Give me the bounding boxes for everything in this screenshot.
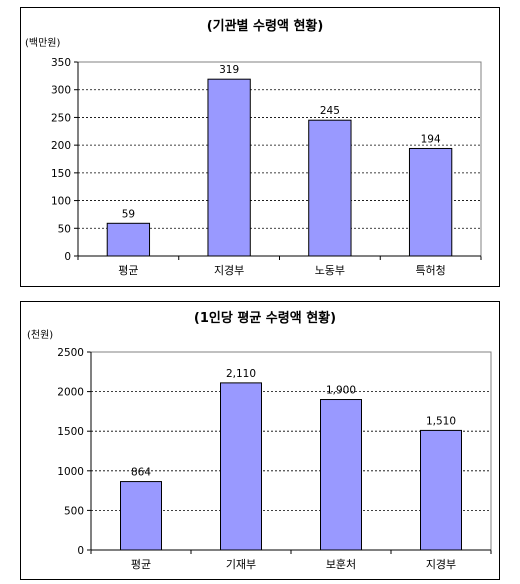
bar <box>320 399 362 551</box>
data-label: 194 <box>421 133 441 145</box>
bar <box>106 222 151 257</box>
category-label: 평균 <box>118 264 138 277</box>
data-label: 864 <box>131 467 151 479</box>
chart-2-categories: 평균 기재부 보훈처 지경부 <box>131 558 456 571</box>
chart-2-svg: (1인당 평균 수령액 현황) (천원) 8642,1101,9001,510 … <box>27 310 492 571</box>
y-tick-label: 1500 <box>57 426 84 438</box>
category-label: 지경부 <box>214 264 244 277</box>
y-tick-label: 350 <box>51 57 71 69</box>
y-tick-label: 2500 <box>57 347 84 359</box>
category-label: 특허청 <box>415 264 445 277</box>
bar <box>120 481 162 551</box>
y-tick-label: 150 <box>51 168 71 180</box>
y-tick-label: 100 <box>51 196 71 208</box>
data-label: 245 <box>320 105 340 117</box>
data-label: 319 <box>219 64 239 76</box>
bar <box>420 429 462 551</box>
chart-1-title: (기관별 수령액 현황) <box>207 18 324 34</box>
data-label: 59 <box>122 208 135 220</box>
bar <box>207 78 251 257</box>
data-label: 1,900 <box>326 385 356 397</box>
chart-panel-1: (기관별 수령액 현황) (백만원) 59 319 245 194 0 50 100 150… <box>20 7 500 287</box>
y-tick-label: 500 <box>64 505 84 517</box>
chart-1-unit-label: (백만원) <box>25 37 61 49</box>
chart-2-title: (1인당 평균 수령액 현황) <box>194 310 336 326</box>
y-tick-label: 50 <box>58 223 71 235</box>
chart-1-data-labels: 59 319 245 194 <box>122 64 441 220</box>
y-tick-label: 300 <box>51 85 71 97</box>
bar <box>308 119 352 257</box>
chart-panel-2: (1인당 평균 수령액 현황) (천원) 864 2,110 1,900 1,510 … <box>20 301 500 580</box>
y-tick-label: 0 <box>77 545 84 557</box>
chart-1-bars <box>106 78 453 257</box>
chart-1-categories: 평균 지경부 노동부 특허청 <box>118 264 446 277</box>
category-label: 지경부 <box>426 558 456 571</box>
category-label: 기재부 <box>226 558 256 571</box>
chart-1-y-ticks: 0 50 100 150 200 250 300 350 <box>51 57 78 263</box>
chart-1-axes <box>77 61 482 260</box>
y-tick-label: 250 <box>51 112 71 124</box>
category-label: 노동부 <box>315 264 345 277</box>
y-tick-label: 200 <box>51 140 71 152</box>
bar <box>408 147 453 257</box>
y-tick-label: 2000 <box>57 387 84 399</box>
data-label: 1,510 <box>426 415 456 427</box>
chart-2-data-labels: 864 2,110 1,900 1,510 <box>131 368 456 479</box>
category-label: 평균 <box>131 558 151 571</box>
y-tick-label: 0 <box>64 251 71 263</box>
chart-1-svg: (기관별 수령액 현황) (백만원) 59 319 245 194 0 50 100 150… <box>25 18 482 277</box>
category-label: 보훈처 <box>326 558 356 571</box>
y-tick-label: 1000 <box>57 466 84 478</box>
chart-2-axes <box>90 351 492 554</box>
chart-2-unit-label: (천원) <box>27 329 53 341</box>
chart-2-bars <box>120 382 462 551</box>
chart-2-y-ticks: 0 500 1000 1500 2000 2500 <box>57 347 91 557</box>
bar <box>220 382 262 551</box>
data-label: 2,110 <box>226 368 256 380</box>
